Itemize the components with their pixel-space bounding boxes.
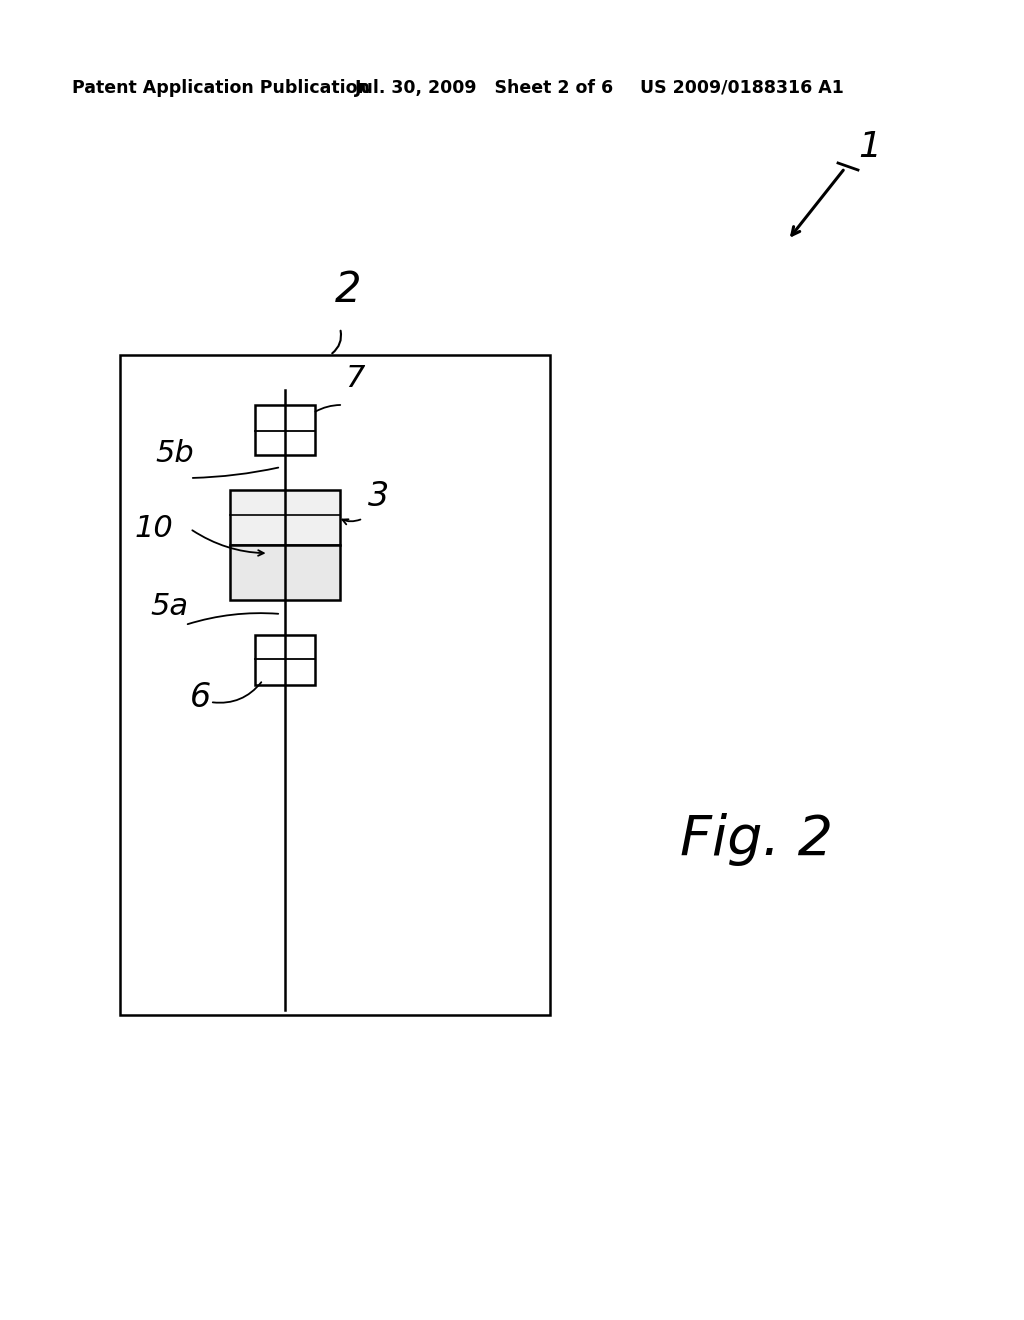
Text: 5a: 5a — [150, 591, 188, 620]
Text: Patent Application Publication: Patent Application Publication — [72, 79, 370, 96]
Bar — [230, 490, 340, 545]
Text: 2: 2 — [335, 269, 361, 312]
Text: US 2009/0188316 A1: US 2009/0188316 A1 — [640, 79, 844, 96]
Bar — [120, 355, 550, 1015]
Text: Jul. 30, 2009   Sheet 2 of 6: Jul. 30, 2009 Sheet 2 of 6 — [355, 79, 614, 96]
Text: 6: 6 — [190, 681, 211, 714]
Text: 1: 1 — [858, 129, 881, 164]
Bar — [230, 545, 340, 601]
Text: 3: 3 — [368, 480, 389, 513]
Text: 7: 7 — [345, 364, 365, 393]
Text: Fig. 2: Fig. 2 — [680, 813, 833, 866]
Bar — [255, 635, 315, 685]
Text: 10: 10 — [135, 513, 174, 543]
Text: 5b: 5b — [155, 440, 194, 469]
Bar — [255, 405, 315, 455]
